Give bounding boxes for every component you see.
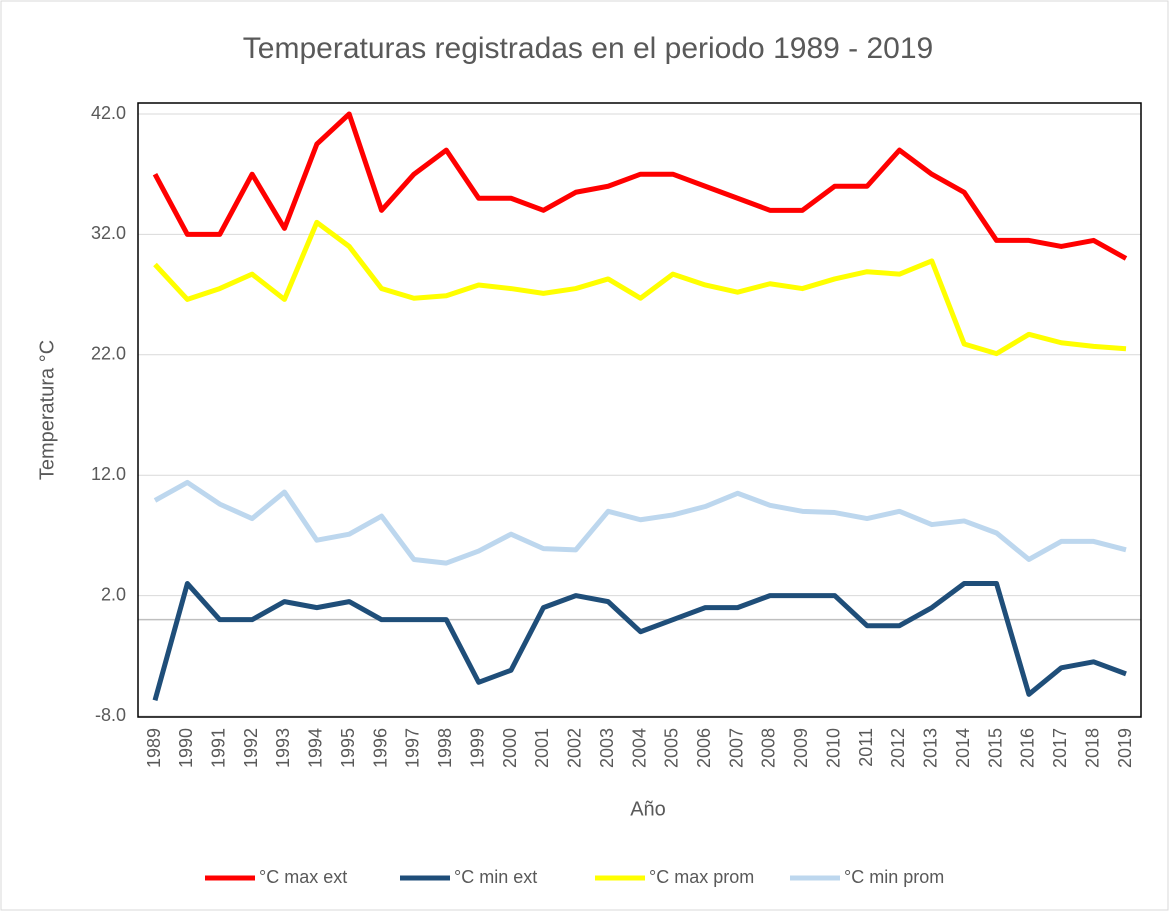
x-tick-label: 1993 [273, 728, 293, 768]
x-tick-label: 2000 [500, 728, 520, 768]
legend-label: °C max ext [259, 867, 347, 887]
legend-label: °C min ext [454, 867, 537, 887]
x-tick-label: 2002 [565, 728, 585, 768]
series-line [152, 111, 1128, 261]
series-line [152, 581, 1127, 702]
x-tick-label: 2019 [1115, 728, 1135, 768]
x-tick-label: 1999 [467, 728, 487, 768]
x-tick-label: 2005 [662, 728, 682, 768]
x-tick-label: 2007 [726, 728, 746, 768]
legend-label: °C min prom [844, 867, 944, 887]
x-tick-label: 1989 [144, 728, 164, 768]
y-tick-label: 32.0 [91, 223, 126, 243]
series-line [153, 219, 1127, 357]
y-tick-label: -8.0 [95, 705, 126, 725]
x-tick-label: 1997 [403, 728, 423, 768]
chart-title: Temperaturas registradas en el periodo 1… [243, 32, 933, 65]
x-tick-label: 2012 [888, 728, 908, 768]
x-tick-label: 2004 [629, 728, 649, 768]
x-tick-label: 2015 [985, 728, 1005, 768]
x-tick-label: 1992 [241, 728, 261, 768]
x-tick-label: 2016 [1018, 728, 1038, 768]
y-axis-title: Temperatura °C [36, 340, 58, 480]
x-tick-label: 2011 [856, 728, 876, 767]
x-tick-label: 2008 [759, 728, 779, 768]
x-axis-title: Año [630, 798, 666, 820]
x-tick-label: 2006 [694, 728, 714, 768]
legend-label: °C max prom [649, 867, 754, 887]
y-tick-label: 22.0 [91, 344, 126, 364]
plot-frame [137, 102, 1142, 718]
x-tick-label: 1998 [435, 728, 455, 768]
x-tick-label: 2010 [823, 728, 843, 768]
y-tick-label: 12.0 [91, 464, 126, 484]
x-tick-label: 1995 [338, 728, 358, 768]
x-tick-label: 1994 [306, 728, 326, 768]
x-tick-label: 2001 [532, 728, 552, 768]
x-tick-label: 2009 [791, 728, 811, 768]
x-tick-label: 2013 [921, 728, 941, 768]
x-tick-label: 1991 [208, 728, 228, 768]
x-tick-label: 2017 [1050, 728, 1070, 768]
x-tick-label: 1990 [176, 728, 196, 768]
y-tick-label: 2.0 [101, 584, 126, 604]
x-tick-label: 1996 [370, 728, 390, 768]
series-line [153, 479, 1127, 566]
x-tick-label: 2014 [953, 728, 973, 768]
y-tick-label: 42.0 [91, 103, 126, 123]
x-tick-label: 2003 [597, 728, 617, 768]
x-tick-label: 2018 [1082, 728, 1102, 768]
